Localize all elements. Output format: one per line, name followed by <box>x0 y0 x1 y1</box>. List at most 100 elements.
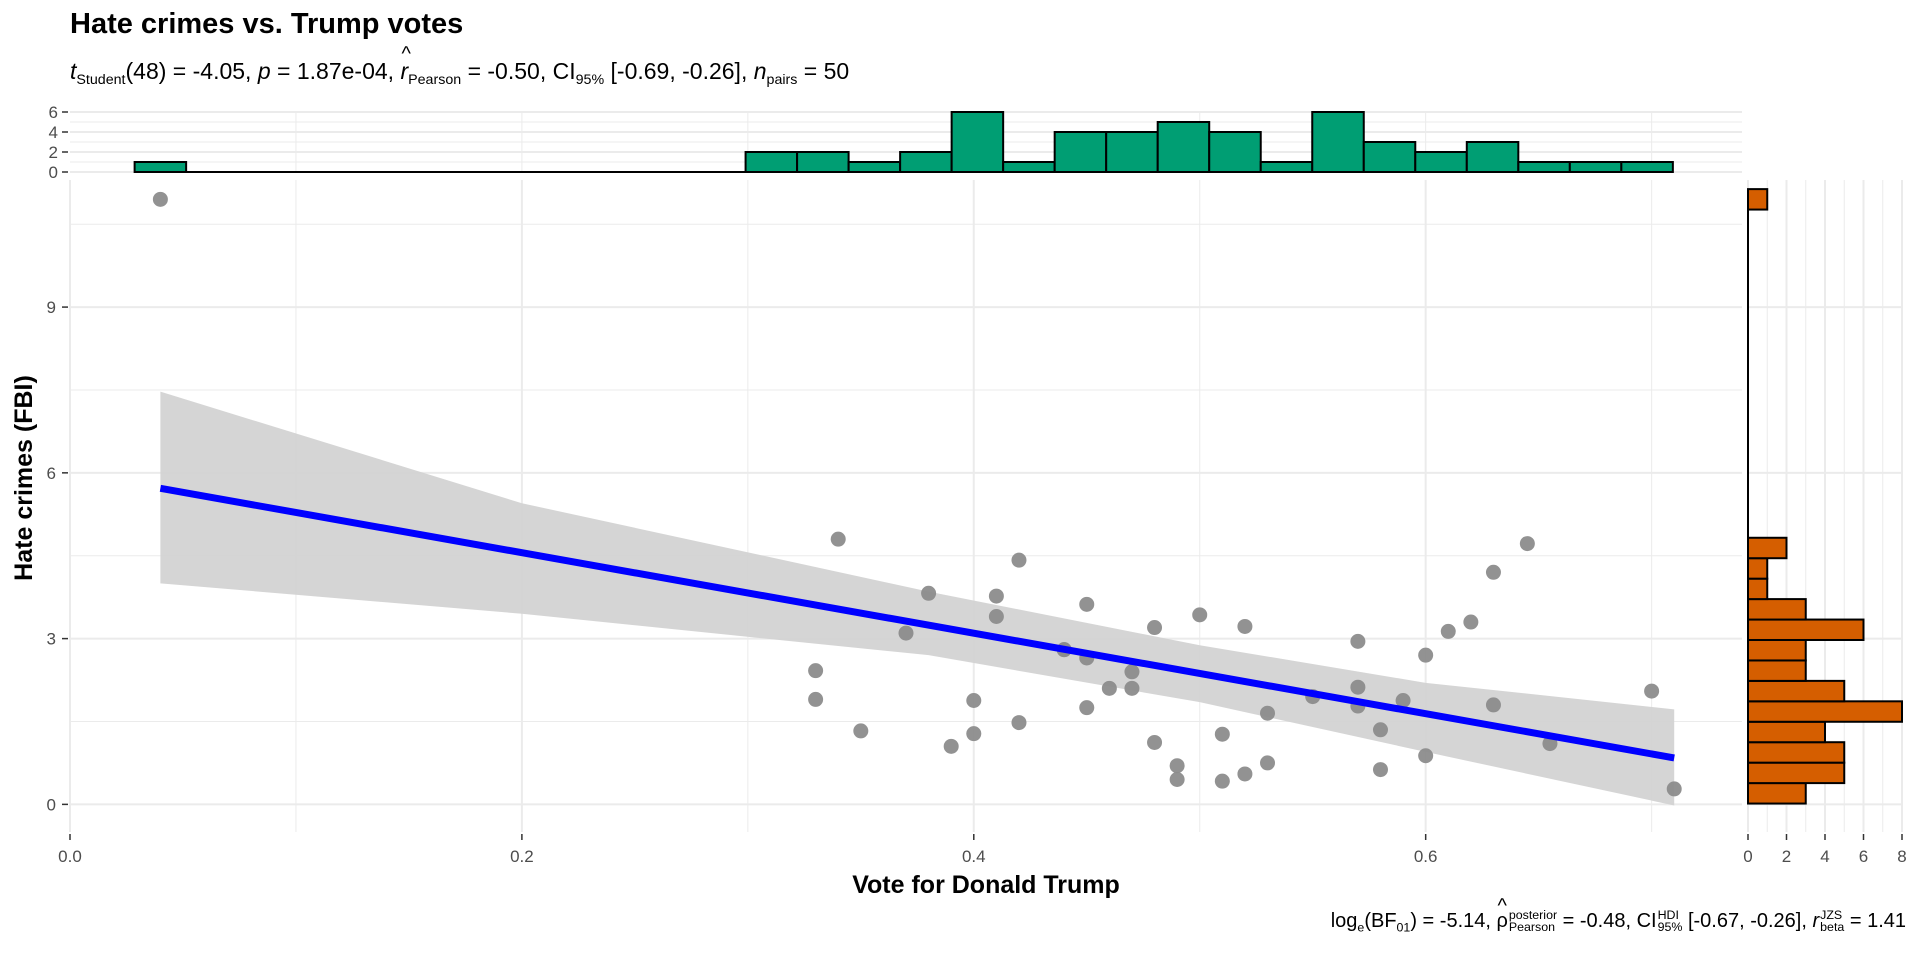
right-hist-bar <box>1747 679 1846 703</box>
right-hist-tick-label: 8 <box>1897 847 1906 866</box>
right-hist-tick-label: 0 <box>1743 847 1752 866</box>
data-point <box>1101 680 1117 696</box>
data-point <box>1079 596 1095 612</box>
data-point <box>966 692 982 708</box>
data-point <box>988 588 1004 604</box>
data-point <box>1124 680 1140 696</box>
data-point <box>1124 664 1140 680</box>
data-point <box>808 663 824 679</box>
y-tick-label: 6 <box>47 464 56 483</box>
data-point <box>1260 705 1276 721</box>
x-tick-label: 0.4 <box>962 847 986 866</box>
top-hist-bar <box>1156 121 1211 173</box>
top-hist-bar <box>1002 161 1056 173</box>
data-point <box>1418 748 1434 764</box>
top-hist-bar <box>1465 141 1520 173</box>
top-hist-tick-label: 4 <box>49 123 58 142</box>
top-hist-bar <box>1620 161 1674 173</box>
data-point <box>1440 623 1456 639</box>
top-hist-bar <box>1414 151 1468 173</box>
data-point <box>1214 773 1230 789</box>
data-point <box>1519 536 1535 552</box>
right-hist-bar <box>1747 782 1807 805</box>
data-point <box>1350 633 1366 649</box>
y-tick-label: 9 <box>47 298 56 317</box>
data-point <box>1237 618 1253 634</box>
right-hist-bar <box>1747 741 1846 764</box>
x-tick-label: 0.6 <box>1414 847 1438 866</box>
data-point <box>1485 697 1501 713</box>
top-hist-bar <box>899 151 953 173</box>
top-hist-bar <box>1208 131 1262 173</box>
top-hist-bar <box>950 111 1005 173</box>
data-point <box>1395 692 1411 708</box>
data-point <box>1214 726 1230 742</box>
data-point <box>1418 647 1434 663</box>
y-tick-label: 0 <box>47 795 56 814</box>
top-hist-bar <box>744 151 799 173</box>
right-histogram: 0 2 4 6 8 <box>1743 180 1907 866</box>
data-point <box>1372 722 1388 738</box>
data-point <box>808 691 824 707</box>
right-hist-bar <box>1747 761 1846 785</box>
right-hist-tick-label: 6 <box>1859 847 1868 866</box>
data-point <box>898 625 914 641</box>
data-point <box>988 609 1004 625</box>
right-hist-bar <box>1747 598 1807 621</box>
top-hist-tick-label: 0 <box>49 163 58 182</box>
right-hist-tick-label: 4 <box>1820 847 1829 866</box>
top-hist-bar <box>1259 161 1314 173</box>
axis-ticks: 0.0 0.2 0.4 0.6 0 3 6 9 <box>47 298 1438 866</box>
data-point <box>1147 734 1163 750</box>
top-hist-bar <box>796 151 850 173</box>
data-point <box>1237 766 1253 782</box>
right-hist-bar <box>1747 618 1865 641</box>
confidence-ribbon <box>160 391 1675 806</box>
data-point <box>1350 679 1366 695</box>
right-hist-bar <box>1747 577 1769 601</box>
right-hist-bar <box>1747 536 1788 560</box>
right-hist-bar <box>1747 720 1826 744</box>
data-point <box>1079 700 1095 716</box>
x-axis-title: Vote for Donald Trump <box>852 871 1120 899</box>
top-hist-bar <box>1311 111 1365 173</box>
data-point <box>1372 762 1388 778</box>
top-hist-bar <box>1568 161 1623 173</box>
data-point <box>1147 620 1163 636</box>
data-point <box>966 726 982 742</box>
right-hist-bar <box>1747 659 1807 682</box>
data-point <box>1011 715 1027 731</box>
data-point <box>943 738 959 754</box>
top-hist-tick-label: 6 <box>49 103 58 122</box>
data-point <box>152 191 168 207</box>
top-hist-bar <box>1362 141 1417 173</box>
data-point <box>830 531 846 547</box>
data-point <box>1260 755 1276 771</box>
data-points <box>152 191 1682 797</box>
top-hist-tick-label: 2 <box>49 143 58 162</box>
fit-line <box>159 484 1675 762</box>
top-hist-bar <box>1517 161 1571 173</box>
data-point <box>1169 772 1185 788</box>
chart-subtitle-stats: tStudent(48) = -4.05, p = 1.87e-04, rPea… <box>70 43 849 88</box>
data-point <box>1169 758 1185 774</box>
right-hist-tick-label: 2 <box>1782 847 1791 866</box>
data-point <box>1463 614 1479 630</box>
data-point <box>1192 607 1208 623</box>
right-hist-bar <box>1747 188 1769 211</box>
y-axis-title: Hate crimes (FBI) <box>10 375 38 581</box>
data-point <box>1644 683 1660 699</box>
x-tick-label: 0.0 <box>58 847 82 866</box>
data-point <box>1011 552 1027 568</box>
right-hist-bar <box>1747 638 1807 662</box>
top-hist-bar <box>1105 131 1159 173</box>
top-hist-bar <box>133 161 188 173</box>
top-hist-bar <box>847 161 902 173</box>
right-hist-bar <box>1747 700 1903 723</box>
data-point <box>1485 564 1501 580</box>
chart-title: Hate crimes vs. Trump votes <box>70 8 464 40</box>
data-point <box>921 585 937 601</box>
